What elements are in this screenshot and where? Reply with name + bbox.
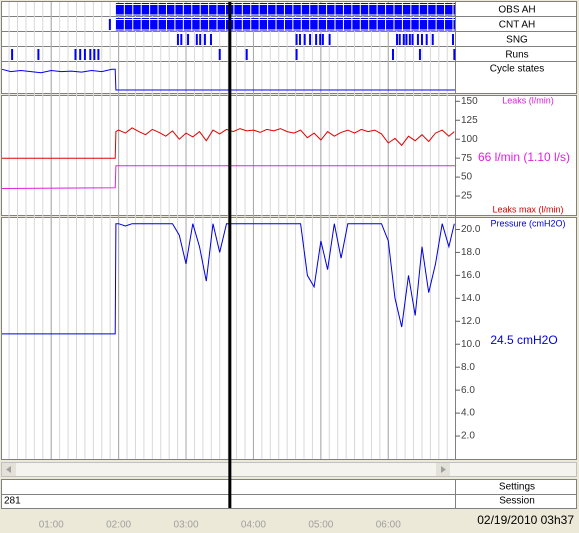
arrow-left <box>6 466 11 473</box>
y-tick-label: 16.0 <box>461 270 481 281</box>
row-separators <box>1 1 577 94</box>
series-line <box>2 127 455 159</box>
y-tick-label: 14.0 <box>461 293 481 304</box>
y-tick-label: 125 <box>461 115 478 126</box>
y-tick-label: 50 <box>461 172 473 183</box>
series-line <box>1 165 455 189</box>
leaks-panel <box>1 95 577 216</box>
annotation: 24.5 cmH2O <box>490 333 557 347</box>
y-tick-label: 12.0 <box>461 316 481 327</box>
x-tick-label: 05:00 <box>308 520 333 531</box>
session-value: 281 <box>4 496 21 507</box>
track-label: SNG <box>506 35 528 46</box>
pressure-panel <box>1 217 577 460</box>
event-span <box>115 3 456 16</box>
series-line <box>2 223 455 335</box>
track-label: Runs <box>505 50 528 61</box>
x-tick-label: 04:00 <box>241 520 266 531</box>
x-tick-label: 02:00 <box>106 520 131 531</box>
y-tick-label: 20.0 <box>461 224 481 235</box>
series-label: Leaks (l/min) <box>502 95 554 105</box>
event-span <box>115 18 456 31</box>
y-tick-label: 75 <box>461 153 473 164</box>
arrow-right <box>441 466 446 473</box>
y-tick-label: 4.0 <box>461 408 475 419</box>
x-tick-label: 03:00 <box>174 520 199 531</box>
x-tick-label: 06:00 <box>376 520 401 531</box>
y-tick-label: 150 <box>461 96 478 107</box>
series-label: Leaks max (l/min) <box>492 204 563 214</box>
track-label: CNT AH <box>499 20 536 31</box>
annotation: 66 l/min (1.10 l/s) <box>478 150 570 164</box>
track-label: Cycle states <box>490 64 544 75</box>
scrollbar[interactable] <box>1 462 577 477</box>
grid <box>8 2 448 459</box>
y-tick-label: 2.0 <box>461 431 475 442</box>
x-tick-label: 01:00 <box>39 520 64 531</box>
timestamp: 02/19/2010 03h37 <box>477 513 574 527</box>
y-tick-label: 6.0 <box>461 385 475 396</box>
y-tick-label: 100 <box>461 134 478 145</box>
y-tick-label: 25 <box>461 191 473 202</box>
series-label: Pressure (cmH2O) <box>490 218 565 228</box>
y-tick-label: 8.0 <box>461 362 475 373</box>
session-label: Session <box>499 496 535 507</box>
track-label: OBS AH <box>498 5 535 16</box>
y-tick-label: 18.0 <box>461 247 481 258</box>
settings-label: Settings <box>499 482 535 493</box>
y-tick-label: 10.0 <box>461 339 481 350</box>
state-line <box>1 68 455 91</box>
